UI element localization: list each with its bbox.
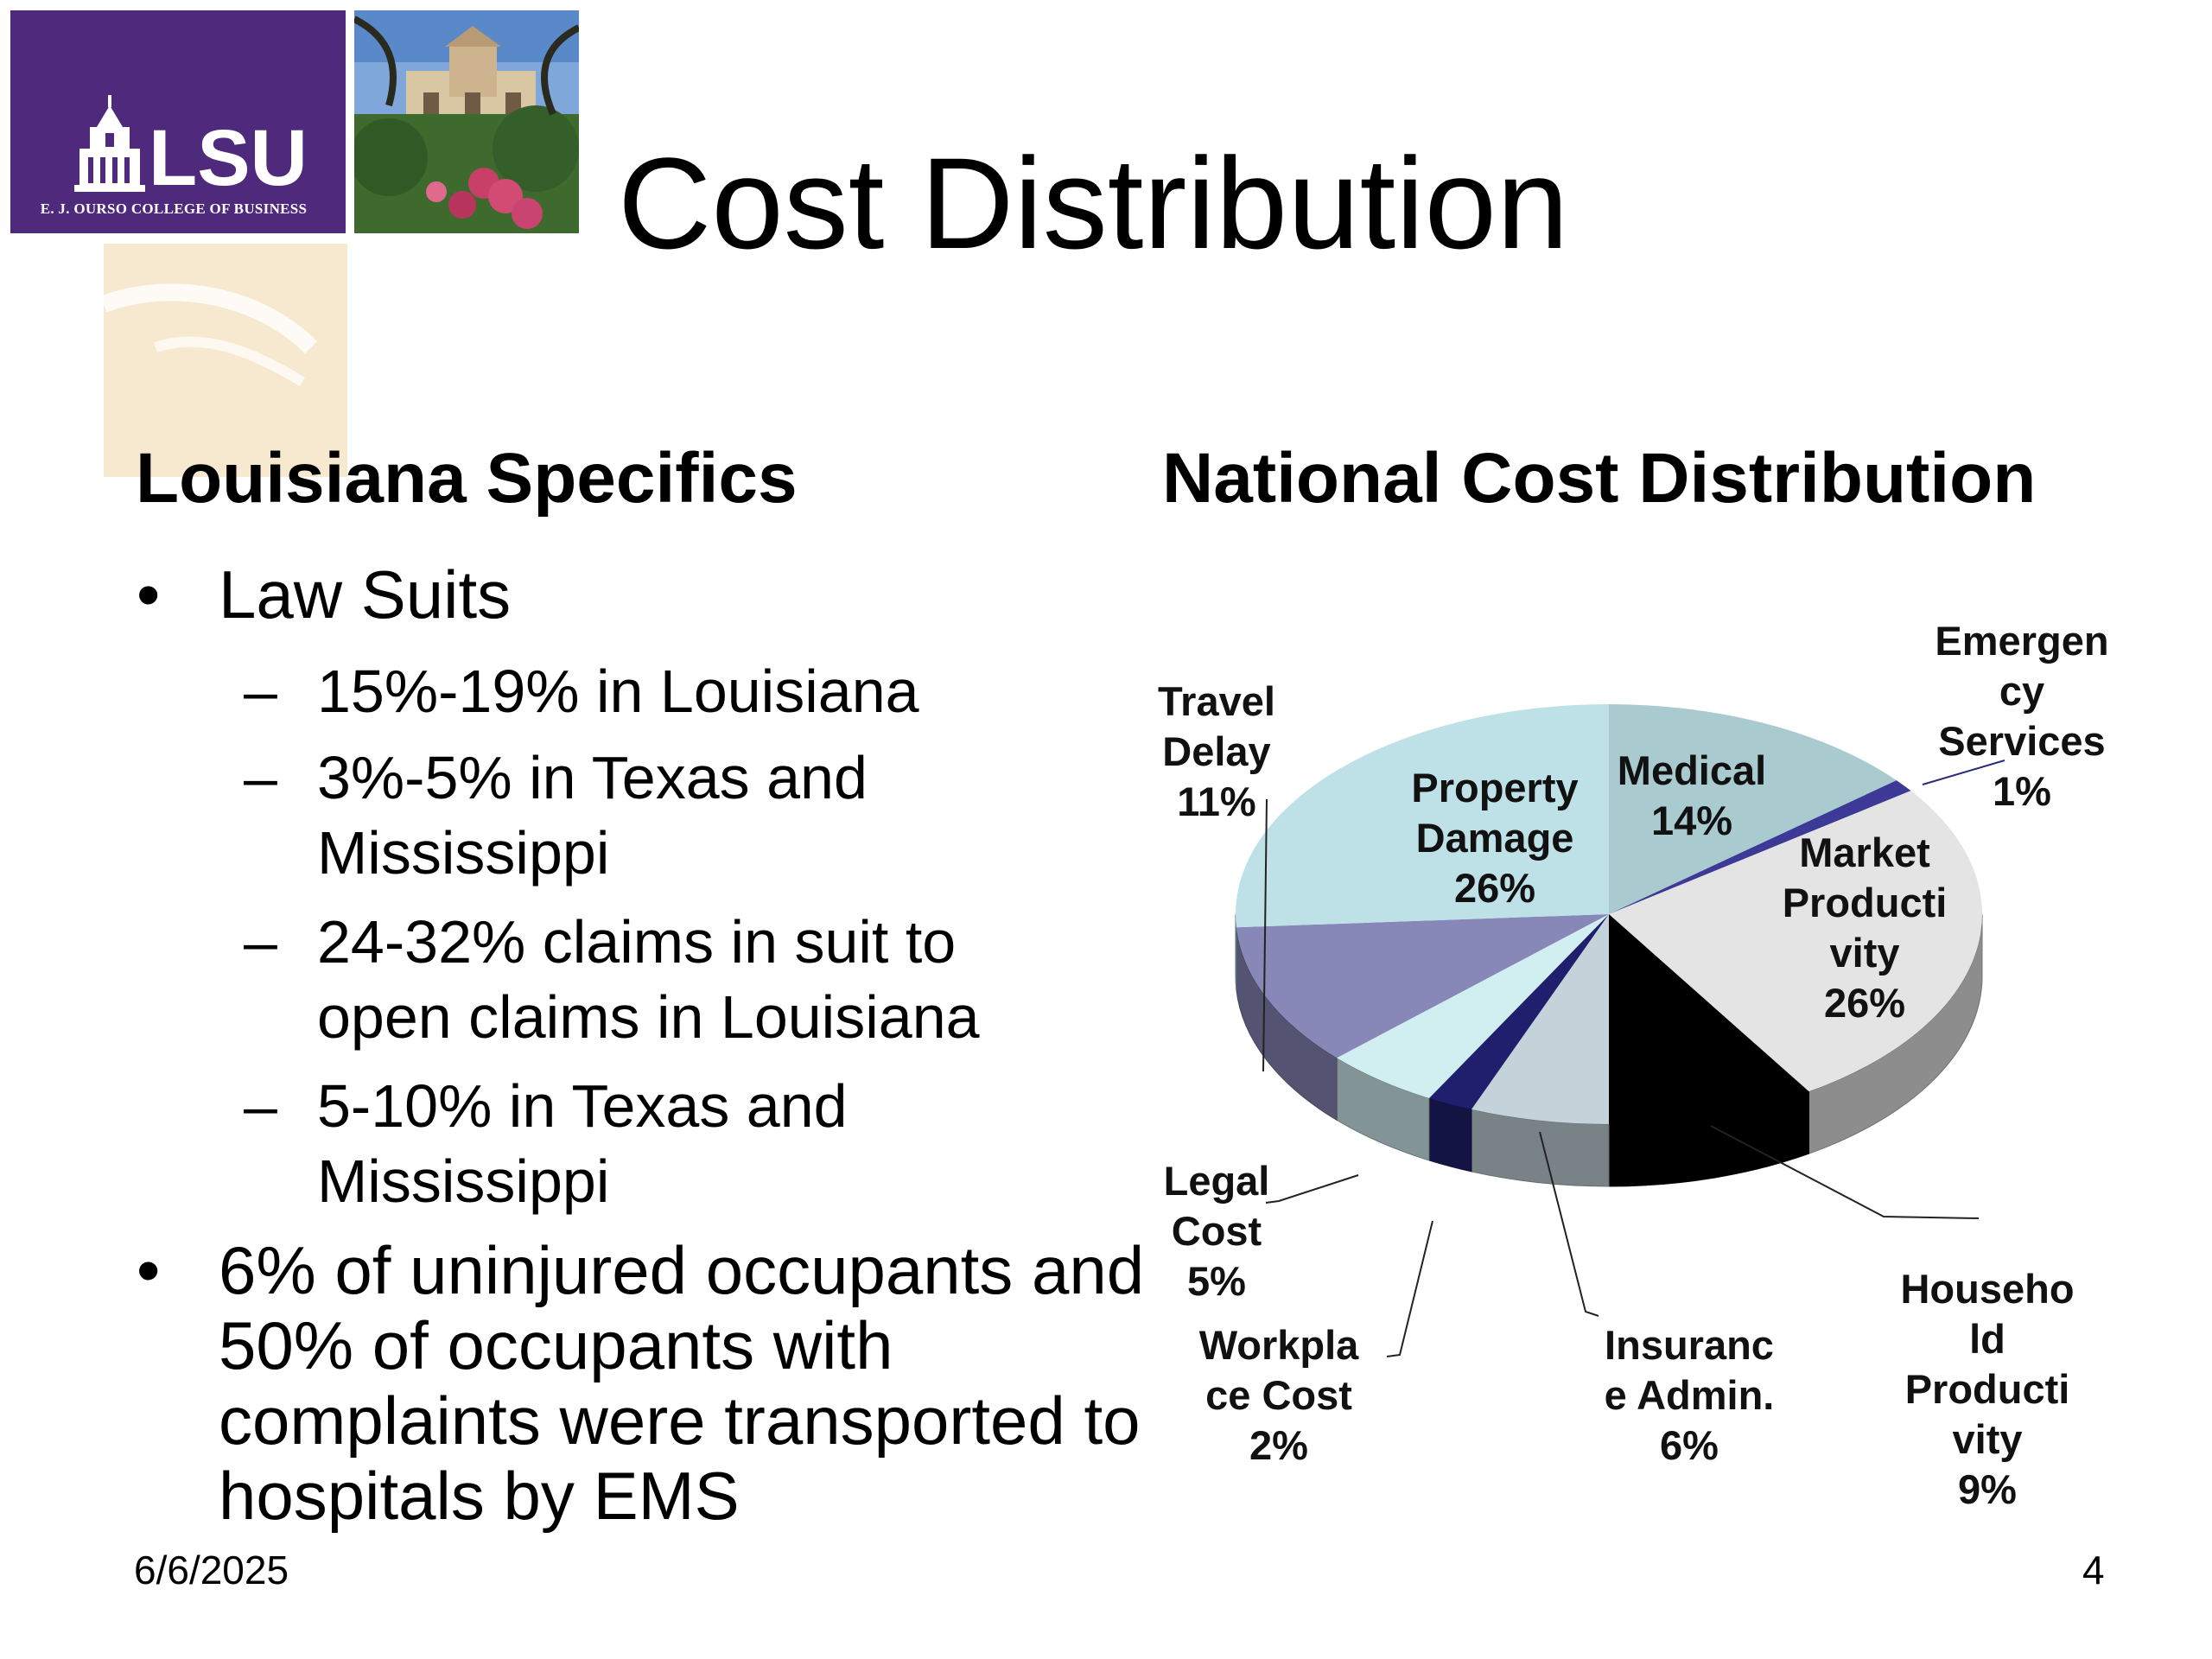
data-label-line: 5% — [1187, 1258, 1246, 1304]
pie-slice-market-productivity — [1609, 791, 1982, 1092]
data-label-line: Househo — [1900, 1266, 2074, 1312]
leader-line-legal-cost — [1265, 1174, 1359, 1204]
dash-marker: – — [244, 908, 277, 976]
decorative-swoosh — [104, 244, 347, 477]
bullet-item: • 6% of uninjured occupants and 50% of o… — [137, 1232, 1145, 1534]
lsu-logo: LSU E. J. OURSO COLLEGE OF BUSINESS — [10, 10, 346, 233]
bullet-line: 50% of occupants with — [219, 1307, 893, 1383]
logo-tagline: E. J. OURSO COLLEGE OF BUSINESS — [40, 200, 308, 217]
data-label-line: Property — [1411, 765, 1578, 810]
sub-bullet-item: – 15%-19% in Louisiana — [244, 654, 919, 729]
sub-bullet-line: 24-32% claims in suit to — [317, 908, 957, 976]
data-label-line: Emergen — [1935, 618, 2108, 664]
bullet-line: 6% of uninjured occupants and — [219, 1232, 1145, 1308]
data-label-line: vity — [1953, 1416, 2023, 1462]
bullet-line: hospitals by EMS — [219, 1458, 740, 1534]
data-label-line: Market — [1799, 830, 1930, 875]
pie-slice-emergency-services — [1609, 780, 1911, 914]
data-label-line: Services — [1938, 718, 2105, 764]
footer-date: 6/6/2025 — [134, 1548, 289, 1592]
data-label-line: 6% — [1660, 1422, 1719, 1468]
slide-title: Cost Distribution — [618, 130, 1569, 276]
data-label-line: 26% — [1824, 980, 1905, 1026]
leader-line-travel-delay — [1262, 798, 1268, 1072]
data-label-line: 1% — [1993, 768, 2051, 814]
bullet-text: Law Suits — [219, 556, 512, 632]
dash-marker: – — [244, 1072, 277, 1140]
leader-line-emergency-services — [1922, 760, 2005, 785]
dash-marker: – — [244, 658, 277, 725]
data-label-legal-cost: Legal Cost 5% — [1164, 1158, 1270, 1304]
data-label-emergency-services: Emergen cy Services 1% — [1935, 618, 2108, 814]
bullet-dot: • — [137, 1232, 161, 1308]
data-label-line: 11% — [1177, 779, 1255, 824]
leader-line-insurance-admin — [1539, 1131, 1599, 1317]
sub-bullet-item: – 3%-5% in Texas and Mississippi — [244, 741, 868, 891]
sub-bullet-line: 5-10% in Texas and — [317, 1072, 848, 1140]
data-label-line: ce Cost — [1205, 1372, 1352, 1418]
data-label-line: 14% — [1651, 798, 1732, 843]
data-label-line: vity — [1830, 930, 1900, 976]
leader-line-household-productivity — [1710, 1125, 1980, 1219]
data-label-line: Producti — [1905, 1366, 2070, 1412]
data-label-insurance-admin: Insuranc e Admin. 6% — [1605, 1322, 1775, 1468]
data-label-line: Cost — [1172, 1208, 1262, 1254]
data-label-medical: Medical 14% — [1618, 747, 1766, 843]
bullet-line: complaints were transported to — [219, 1382, 1141, 1459]
pie-slice-legal-cost — [1337, 914, 1609, 1098]
data-label-line: Delay — [1162, 728, 1270, 774]
data-label-line: Travel — [1158, 678, 1275, 724]
pie-slice-medical — [1609, 704, 1897, 914]
data-label-line: Damage — [1416, 815, 1574, 861]
data-label-line: Insuranc — [1605, 1322, 1774, 1368]
page-number: 4 — [2082, 1548, 2105, 1592]
pie-slice-travel-delay — [1236, 914, 1609, 1058]
pie-slice-household-productivity — [1609, 914, 1809, 1124]
sub-bullet-line: Mississippi — [317, 1147, 610, 1215]
logo-text: LSU — [149, 114, 308, 200]
lsu-building-icon: LSU — [74, 95, 308, 200]
data-label-line: e Admin. — [1605, 1372, 1775, 1418]
data-label-line: Producti — [1783, 880, 1948, 925]
data-label-travel-delay: Travel Delay 11% — [1158, 678, 1275, 824]
pie-chart: Medical 14%Emergen cy Services 1%Market Produ… — [1158, 618, 2109, 1512]
sub-bullet-line: 3%-5% in Texas and — [317, 744, 868, 811]
data-label-household-productivity: Househo ld Producti vity 9% — [1900, 1266, 2074, 1512]
data-label-line: 26% — [1454, 865, 1535, 911]
sub-bullet-line: open claims in Louisiana — [317, 983, 980, 1051]
sub-bullet-item: – 24-32% claims in suit to open claims i… — [244, 905, 980, 1055]
sub-bullet-line: Mississippi — [317, 819, 610, 887]
data-label-property-damage: Property Damage 26% — [1411, 765, 1578, 911]
data-label-line: 9% — [1958, 1466, 2017, 1512]
data-label-workplace-cost: Workpla ce Cost 2% — [1199, 1322, 1359, 1468]
data-label-line: Medical — [1618, 747, 1766, 793]
campus-photo — [354, 10, 579, 233]
pie-slice-workplace-cost — [1428, 914, 1609, 1109]
pie-side-workplace-cost — [1428, 1097, 1472, 1173]
sub-bullet-line: 15%-19% in Louisiana — [317, 658, 919, 725]
left-heading: Louisiana Specifics — [136, 439, 798, 518]
data-label-market-productivity: Market Producti vity 26% — [1783, 830, 1948, 1026]
data-label-line: Workpla — [1199, 1322, 1359, 1368]
sub-bullet-item: – 5-10% in Texas and Mississippi — [244, 1069, 848, 1219]
data-label-line: Legal — [1164, 1158, 1270, 1204]
dash-marker: – — [244, 744, 277, 811]
pie-slice-property-damage — [1236, 704, 1609, 928]
pie-slice-insurance-admin — [1471, 914, 1609, 1124]
bullet-dot: • — [137, 556, 161, 632]
data-label-line: cy — [1999, 668, 2044, 714]
data-label-line: ld — [1969, 1316, 2005, 1362]
data-label-line: 2% — [1249, 1422, 1308, 1468]
chart-title: National Cost Distribution — [1162, 439, 2037, 518]
leader-line-workplace-cost — [1386, 1220, 1433, 1357]
bullet-item: • Law Suits — [137, 556, 512, 632]
